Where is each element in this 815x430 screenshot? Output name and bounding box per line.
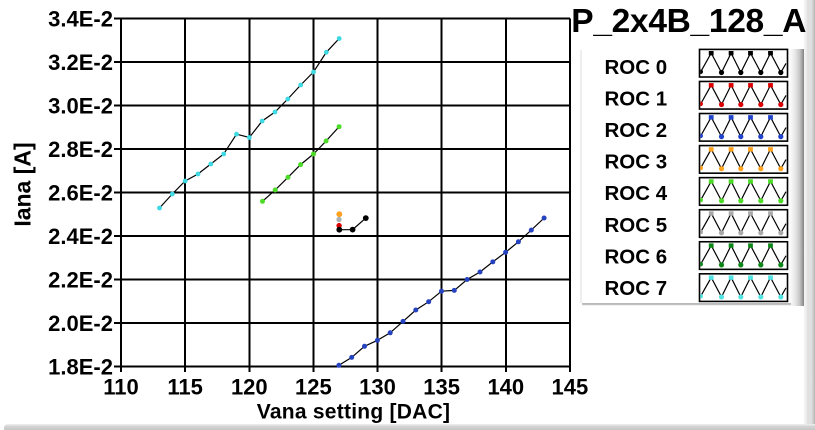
svg-text:2.2E-2: 2.2E-2 <box>48 267 113 292</box>
svg-text:ROC 1: ROC 1 <box>605 87 668 110</box>
svg-text:1.8E-2: 1.8E-2 <box>48 354 113 379</box>
svg-text:ROC 3: ROC 3 <box>605 151 668 174</box>
svg-text:3.4E-2: 3.4E-2 <box>48 7 113 32</box>
svg-text:120: 120 <box>231 374 268 399</box>
svg-text:3.2E-2: 3.2E-2 <box>48 50 113 75</box>
svg-text:140: 140 <box>487 374 524 399</box>
svg-text:135: 135 <box>423 374 460 399</box>
svg-text:ROC 5: ROC 5 <box>605 214 668 237</box>
svg-text:ROC 6: ROC 6 <box>605 245 668 268</box>
svg-text:ROC 2: ROC 2 <box>605 119 668 142</box>
svg-text:2.0E-2: 2.0E-2 <box>48 311 113 336</box>
svg-text:P_2x4B_128_A: P_2x4B_128_A <box>571 3 806 40</box>
svg-text:2.8E-2: 2.8E-2 <box>48 137 113 162</box>
svg-text:115: 115 <box>167 374 203 399</box>
svg-text:2.4E-2: 2.4E-2 <box>48 224 113 249</box>
svg-text:Iana [A]: Iana [A] <box>10 142 36 226</box>
svg-text:3.0E-2: 3.0E-2 <box>48 94 113 119</box>
svg-text:2.6E-2: 2.6E-2 <box>48 181 113 206</box>
svg-text:ROC 0: ROC 0 <box>605 56 668 79</box>
svg-text:125: 125 <box>295 374 332 399</box>
svg-text:ROC 4: ROC 4 <box>605 182 668 205</box>
svg-text:Vana setting [DAC]: Vana setting [DAC] <box>257 401 451 424</box>
svg-text:145: 145 <box>552 374 589 399</box>
svg-text:130: 130 <box>359 374 396 399</box>
svg-text:110: 110 <box>103 374 139 399</box>
svg-text:ROC 7: ROC 7 <box>605 277 668 300</box>
